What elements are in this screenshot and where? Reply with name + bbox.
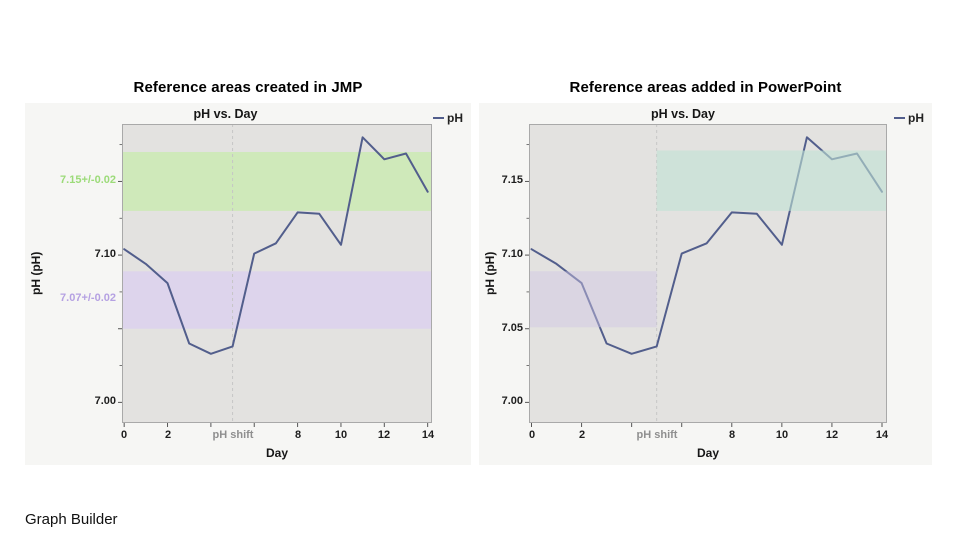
x-tick-label: pH shift	[636, 429, 678, 441]
chart-title: pH vs. Day	[651, 107, 715, 121]
x-axis-title: Day	[696, 446, 719, 460]
reference-band-axis-label: 7.07+/-0.02	[60, 292, 116, 304]
reference-band-axis-label: 7.15+/-0.02	[60, 174, 116, 186]
legend-line-swatch	[433, 117, 444, 119]
x-tick-label: 2	[578, 429, 586, 441]
legend-line-swatch	[894, 117, 905, 119]
ph-series-line	[123, 136, 429, 355]
legend: pH	[433, 111, 463, 125]
chart-title: pH vs. Day	[193, 107, 258, 121]
y-tick-label: 7.00	[501, 395, 523, 407]
x-tick-label: 0	[120, 429, 128, 441]
left-chart-heading: Reference areas created in JMP	[133, 79, 363, 96]
right-chart-heading: Reference areas added in PowerPoint	[569, 79, 842, 96]
x-tick-label: 0	[528, 429, 536, 441]
x-tick-label: 8	[728, 429, 736, 441]
plot-area	[118, 124, 432, 427]
x-tick-label: 2	[164, 429, 172, 441]
y-tick-label: 7.10	[94, 248, 116, 260]
legend-label: pH	[447, 111, 463, 125]
reference-band	[122, 271, 432, 329]
x-tick-label: 10	[334, 429, 348, 441]
legend: pH	[894, 111, 924, 125]
x-tick-label: 10	[775, 429, 789, 441]
x-tick-label: 14	[421, 429, 435, 441]
y-axis-title: pH (pH)	[29, 251, 43, 296]
reference-band	[122, 151, 432, 211]
jmp-chart-panel: pH vs. Day pH pH (pH) Day 0 2 pH shift 8 10 1…	[25, 103, 471, 465]
graph-builder-caption: Graph Builder	[25, 511, 118, 528]
y-tick-label: 7.10	[501, 248, 523, 260]
x-tick-label: 12	[377, 429, 391, 441]
x-tick-label: 14	[875, 429, 889, 441]
plot-area	[525, 124, 887, 427]
plot-frame	[122, 124, 432, 423]
reference-band-overlay	[529, 271, 657, 328]
reference-band-overlay	[656, 150, 887, 211]
x-tick-label: 8	[294, 429, 302, 441]
y-tick-label: 7.15	[501, 174, 523, 186]
powerpoint-chart-panel: pH vs. Day pH pH (pH) Day 0 2 pH shift 8 10 1…	[479, 103, 932, 465]
x-axis-title: Day	[265, 446, 288, 460]
legend-label: pH	[908, 111, 924, 125]
y-tick-label: 7.05	[501, 322, 523, 334]
y-tick-label: 7.00	[94, 395, 116, 407]
x-tick-label: 12	[825, 429, 839, 441]
plot-frame	[529, 124, 887, 423]
x-tick-label: pH shift	[212, 429, 254, 441]
y-axis-title: pH (pH)	[483, 251, 497, 296]
